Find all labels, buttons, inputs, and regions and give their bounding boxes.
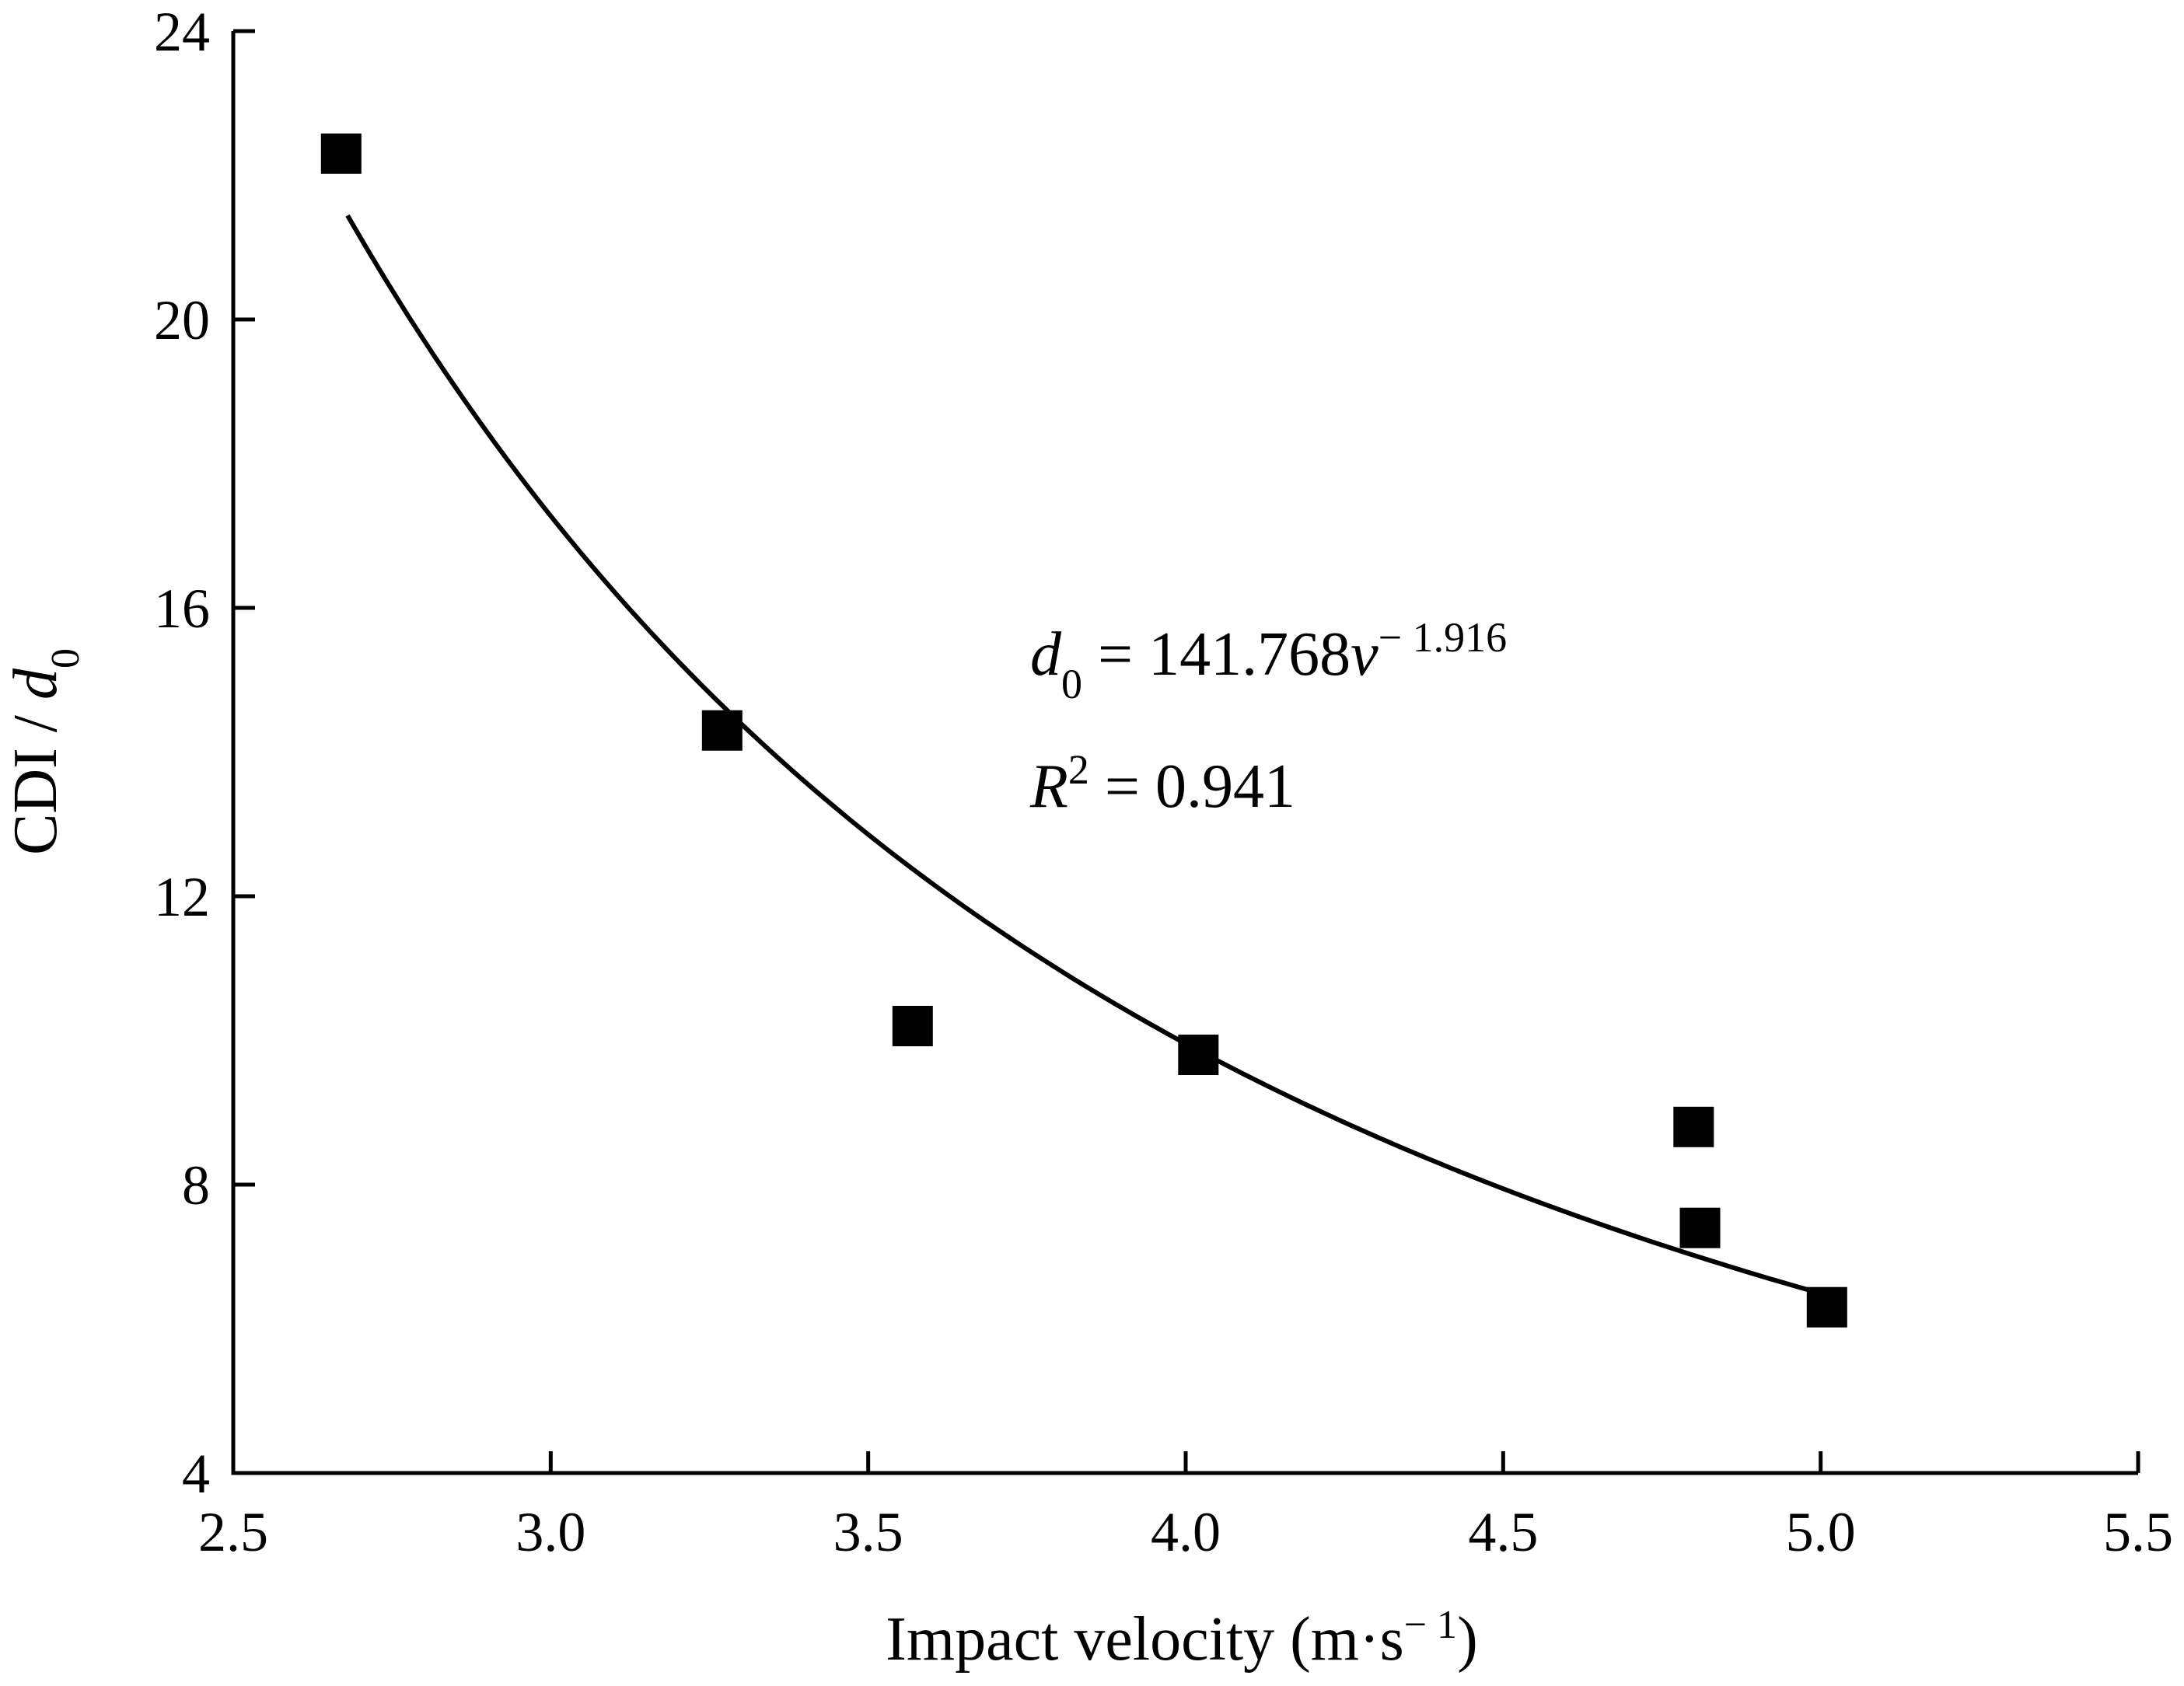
x-tick-label: 2.5	[198, 1501, 268, 1563]
r-squared-rhs: = 0.941	[1089, 752, 1295, 821]
fit-equation-var: v	[1351, 620, 1379, 689]
r-squared: R2 = 0.941	[1029, 746, 1295, 821]
data-point-marker	[1806, 1286, 1847, 1328]
y-tick-label: 8	[182, 1154, 210, 1217]
y-axis-ticks: 4 8 12 16 20 24	[154, 1, 255, 1505]
x-tick-label: 5.0	[1786, 1501, 1856, 1563]
y-axis-title-sub: 0	[44, 648, 88, 668]
data-point-marker	[701, 710, 743, 751]
data-point-marker	[1679, 1207, 1721, 1248]
fit-equation-lhs-var: d	[1030, 620, 1062, 689]
data-markers	[320, 133, 1847, 1328]
data-point-marker	[1673, 1106, 1714, 1147]
y-tick-label: 4	[182, 1443, 210, 1505]
fit-equation-lhs-sub: 0	[1061, 661, 1082, 707]
x-axis-title-text: Impact velocity (m·s	[886, 1605, 1403, 1674]
y-axis-title-var: d	[2, 668, 70, 700]
y-tick-label: 20	[154, 289, 210, 351]
x-tick-label: 3.0	[515, 1501, 585, 1563]
x-tick-label: 4.0	[1151, 1501, 1221, 1563]
x-axis-title-sup: − 1	[1404, 1603, 1457, 1647]
r-squared-sup: 2	[1068, 746, 1089, 793]
data-point-marker	[1178, 1035, 1219, 1075]
x-axis-title-close: )	[1457, 1605, 1478, 1674]
data-point-marker	[320, 133, 362, 174]
y-axis-title-text: CDI /	[2, 700, 70, 855]
fit-equation-exp: − 1.916	[1379, 614, 1507, 661]
r-squared-var: R	[1029, 752, 1068, 821]
x-tick-label: 3.5	[833, 1501, 903, 1563]
x-tick-label: 5.5	[2103, 1501, 2173, 1563]
fit-equation-rhs: = 141.768	[1082, 620, 1351, 689]
y-tick-label: 24	[154, 1, 210, 63]
fit-curve-group	[345, 214, 1822, 1296]
data-point-marker	[892, 1006, 933, 1046]
x-axis-title: Impact velocity (m·s− 1)	[886, 1603, 1477, 1674]
fit-equation: d0 = 141.768v− 1.916	[1030, 614, 1507, 707]
y-tick-label: 16	[154, 578, 210, 640]
x-axis-ticks: 2.5 3.0 3.5 4.0 4.5 5.0 5.5	[198, 1451, 2173, 1563]
y-tick-label: 12	[154, 866, 210, 928]
x-tick-label: 4.5	[1468, 1501, 1538, 1563]
power-fit-curve	[345, 214, 1822, 1296]
y-axis-title: CDI / d0	[2, 648, 88, 855]
